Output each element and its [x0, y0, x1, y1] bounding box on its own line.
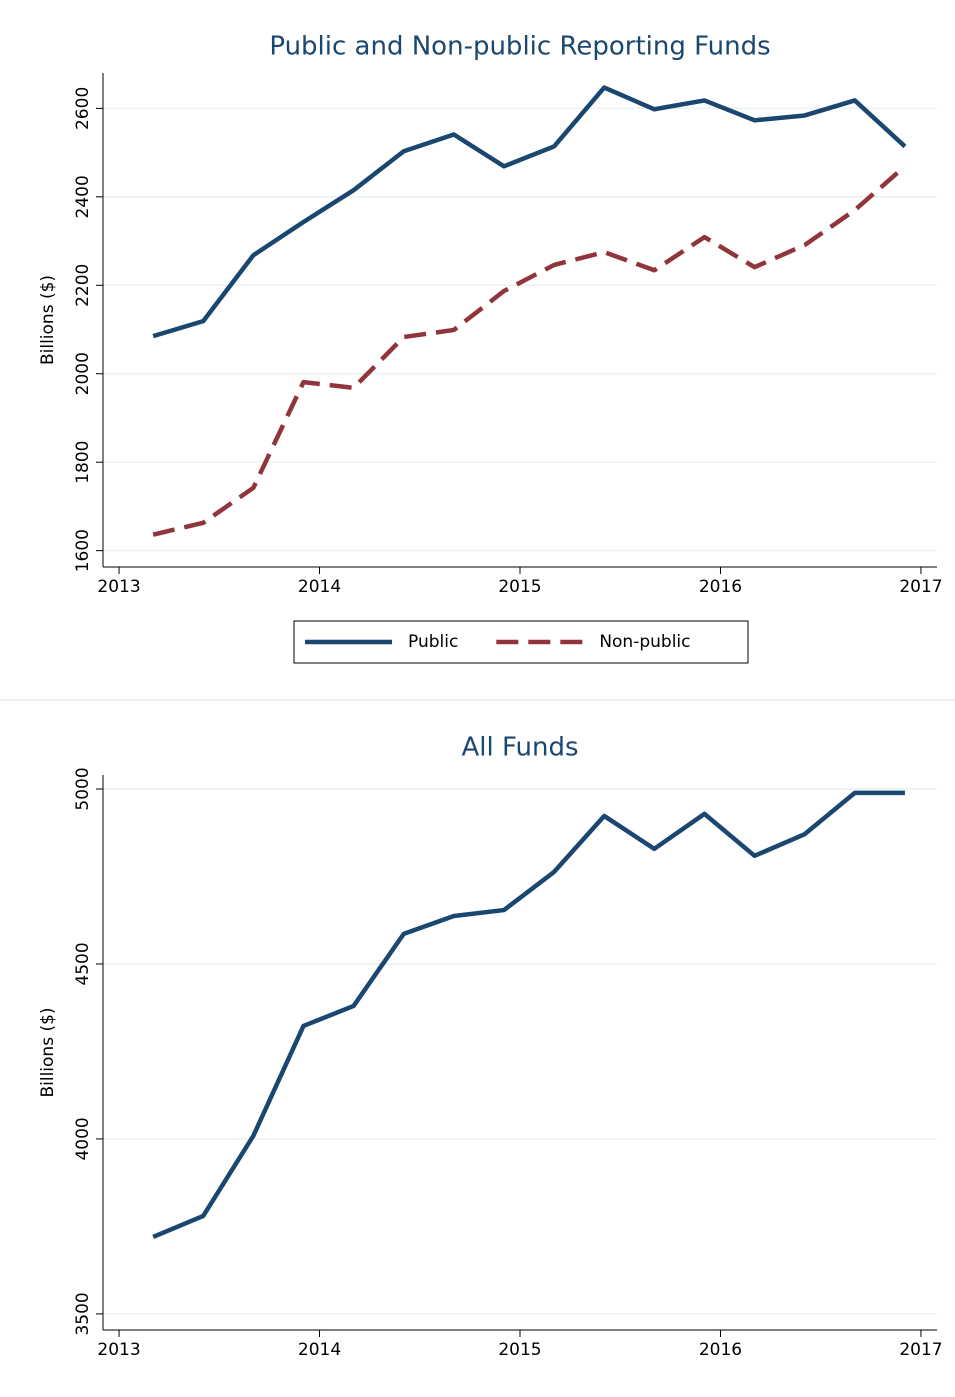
- y-axis-title: Billions ($): [38, 1007, 58, 1097]
- legend-label: Non-public: [599, 632, 690, 652]
- chart-title: Public and Non-public Reporting Funds: [269, 32, 770, 62]
- x-tick-label: 2016: [699, 1340, 742, 1360]
- y-tick-label: 2400: [73, 175, 93, 218]
- chart-title: All Funds: [461, 733, 578, 763]
- series-line: [152, 164, 907, 537]
- y-tick-label: 4500: [73, 942, 93, 985]
- y-tick-label: 2600: [73, 87, 93, 130]
- series-line: [152, 790, 905, 1239]
- x-tick-label: 2016: [699, 577, 742, 597]
- y-tick-label: 3500: [73, 1292, 93, 1335]
- x-tick-label: 2015: [498, 1340, 541, 1360]
- x-tick-label: 2013: [97, 577, 140, 597]
- y-tick-label: 2000: [73, 352, 93, 395]
- y-tick-label: 4000: [73, 1117, 93, 1160]
- y-tick-label: 1800: [73, 441, 93, 484]
- legend-label: Public: [408, 632, 458, 652]
- x-tick-label: 2017: [899, 577, 942, 597]
- x-tick-label: 2017: [899, 1340, 942, 1360]
- y-tick-label: 5000: [73, 767, 93, 810]
- x-tick-label: 2014: [298, 1340, 341, 1360]
- series-line: [152, 85, 907, 339]
- y-axis-title: Billions ($): [38, 275, 58, 365]
- x-tick-label: 2013: [97, 1340, 140, 1360]
- x-tick-label: 2014: [298, 577, 341, 597]
- y-tick-label: 2200: [73, 264, 93, 307]
- x-tick-label: 2015: [498, 577, 541, 597]
- y-tick-label: 1600: [73, 529, 93, 572]
